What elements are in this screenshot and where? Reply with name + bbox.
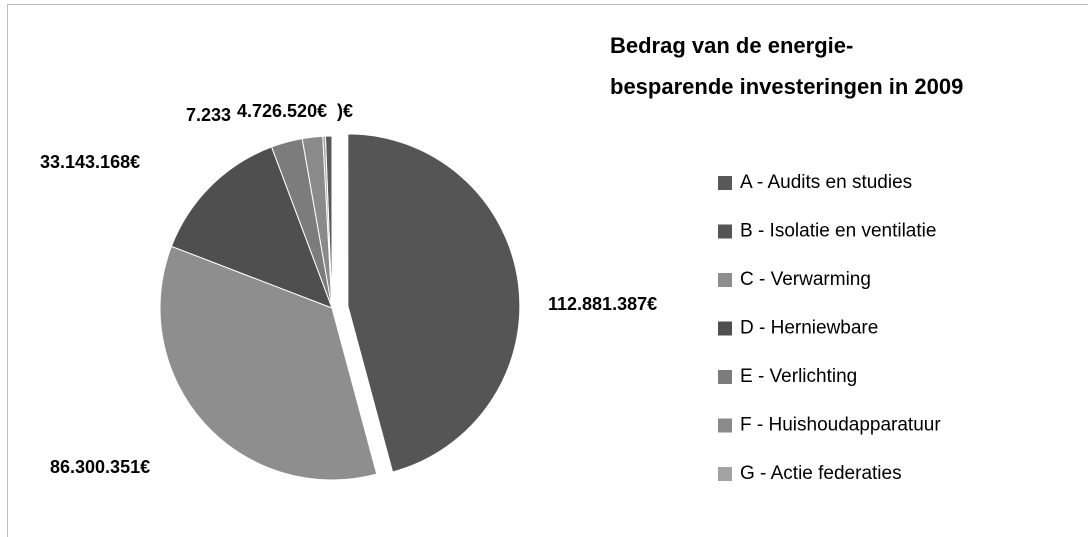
legend-label: B - Isolatie en ventilatie <box>740 221 936 242</box>
data-label: 4.726.520€ <box>237 101 327 121</box>
pie-slice <box>322 135 333 309</box>
chart-title: Bedrag van de energie- <box>610 33 853 58</box>
legend-swatch <box>718 467 732 481</box>
legend-swatch <box>718 321 732 336</box>
pie-slice <box>347 133 521 473</box>
data-label: 33.143.168€ <box>40 152 140 172</box>
chart-title: besparende investeringen in 2009 <box>610 74 963 99</box>
legend-swatch <box>718 273 732 287</box>
legend-swatch <box>718 370 732 384</box>
data-label: 7.233 <box>186 105 231 125</box>
legend-label: F - Huishoudapparatuur <box>740 415 941 436</box>
legend-label: D - Herniewbare <box>740 318 878 339</box>
legend-swatch <box>718 224 732 239</box>
data-label: 86.300.351€ <box>50 457 150 477</box>
legend-label: C - Verwarming <box>740 269 871 290</box>
pie-slice <box>170 146 333 309</box>
legend-label: A - Audits en studies <box>740 172 912 193</box>
legend-label: G - Actie federaties <box>740 463 902 484</box>
data-label: )€ <box>337 101 353 121</box>
legend-label: E - Verlichting <box>740 366 857 387</box>
legend-swatch <box>718 418 732 433</box>
legend-swatch <box>718 176 732 190</box>
data-label: 112.881.387€ <box>548 294 657 314</box>
